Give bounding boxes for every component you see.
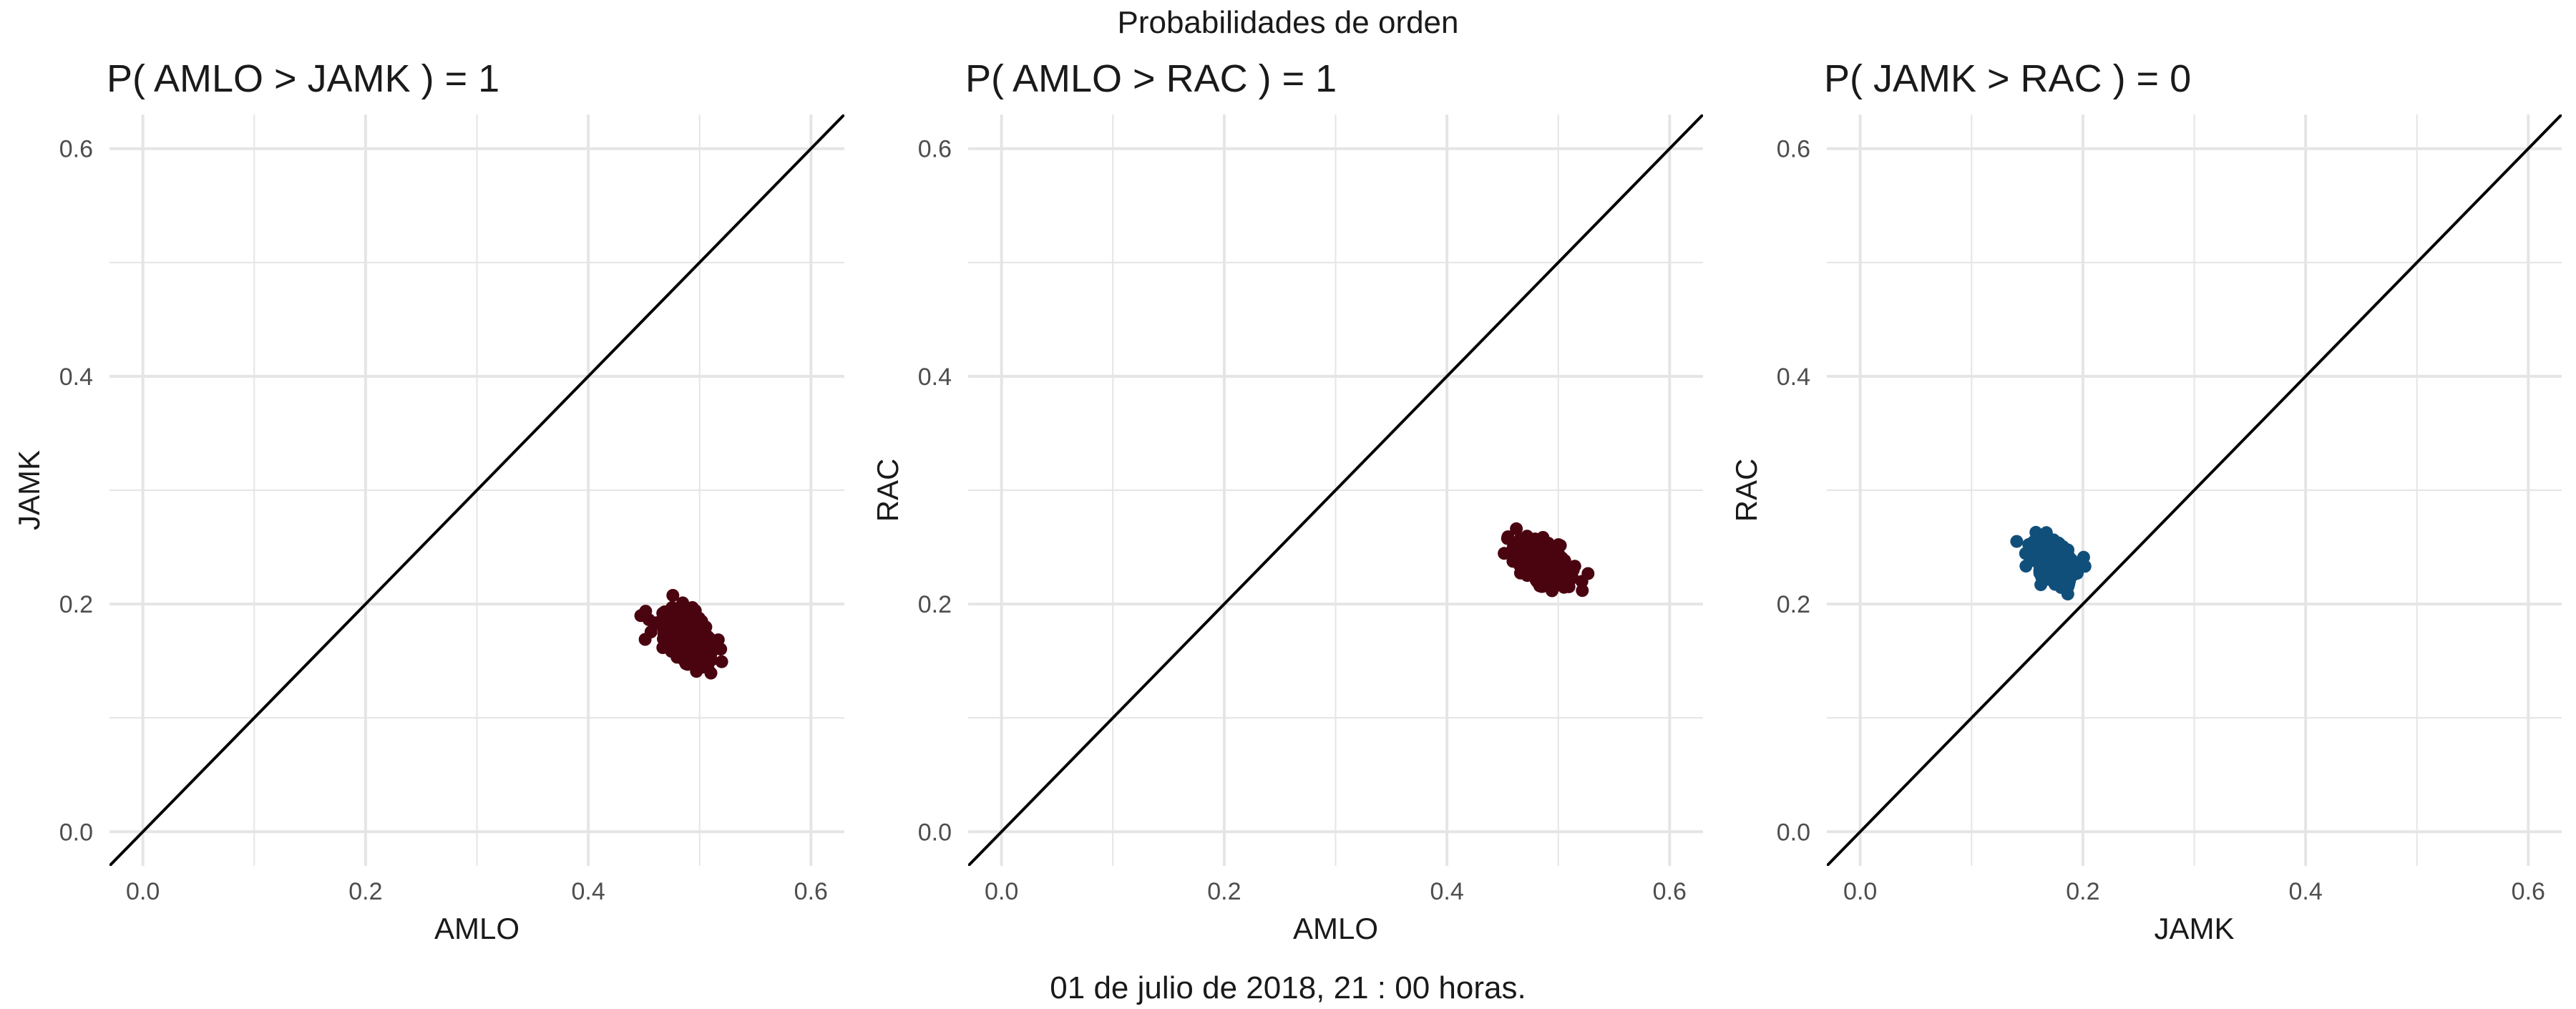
- panel-title: P( AMLO > RAC ) = 1: [965, 57, 1337, 100]
- scatter-point: [689, 646, 703, 660]
- scatter-point: [2010, 535, 2024, 548]
- scatter-point: [639, 605, 653, 618]
- panel-1: 0.0 0.2 0.4 0.6 0.0 0.2 0.4 0.6 P( AMLO > JAMK )…: [12, 57, 844, 945]
- diagonal-reference-line: [109, 114, 844, 866]
- x-tick-label: 0.6: [794, 878, 828, 905]
- scatter-point: [656, 641, 670, 654]
- scatter-point: [715, 655, 728, 668]
- scatter-point: [1553, 539, 1567, 552]
- scatter-point: [1521, 567, 1535, 580]
- scatter-point: [1543, 551, 1557, 565]
- y-tick-label: 0.4: [918, 364, 952, 391]
- panels-group: 0.0 0.2 0.4 0.6 0.0 0.2 0.4 0.6 P( AMLO > JAMK )…: [12, 57, 2562, 945]
- scatter-point: [651, 616, 665, 630]
- y-tick-label: 0.0: [1777, 819, 1810, 846]
- points-group: [634, 589, 728, 680]
- scatter-point: [1513, 545, 1526, 558]
- scatter-point: [668, 640, 681, 653]
- scatter-point: [2059, 562, 2073, 575]
- x-axis-label: JAMK: [2154, 912, 2234, 945]
- y-tick-label: 0.6: [1777, 136, 1810, 163]
- diagonal-reference-line: [968, 114, 1703, 866]
- x-axis-label: AMLO: [1293, 912, 1378, 945]
- scatter-point: [2058, 580, 2072, 593]
- scatter-point: [1510, 522, 1523, 535]
- x-tick-label: 0.2: [2066, 878, 2099, 905]
- x-tick-label: 0.2: [1207, 878, 1241, 905]
- x-tick-label: 0.4: [1430, 878, 1463, 905]
- x-tick-label: 0.0: [1843, 878, 1877, 905]
- x-tick-label: 0.2: [348, 878, 382, 905]
- y-tick-label: 0.2: [1777, 591, 1810, 618]
- x-tick-label: 0.0: [126, 878, 160, 905]
- panel-title: P( JAMK > RAC ) = 0: [1824, 57, 2191, 100]
- scatter-point: [1532, 557, 1545, 570]
- scatter-point: [676, 596, 690, 610]
- scatter-point: [675, 651, 689, 665]
- figure-caption: 01 de julio de 2018, 21 : 00 horas.: [1050, 970, 1526, 1005]
- x-tick-label: 0.4: [2288, 878, 2322, 905]
- y-axis-label: JAMK: [12, 450, 46, 530]
- scatter-point: [644, 625, 658, 638]
- y-tick-label: 0.2: [918, 591, 952, 618]
- x-axis-label: AMLO: [434, 912, 519, 945]
- scatter-point: [1562, 580, 1576, 593]
- scatter-point: [1506, 555, 1520, 568]
- scatter-point: [2037, 568, 2051, 582]
- x-tick-label: 0.6: [1653, 878, 1687, 905]
- scatter-point: [701, 636, 714, 650]
- scatter-point: [2078, 560, 2092, 573]
- panel-3: 0.0 0.2 0.4 0.6 0.0 0.2 0.4 0.6 P( JAMK > RAC ) …: [1729, 57, 2562, 945]
- points-group: [2010, 525, 2092, 601]
- y-axis-label: RAC: [1729, 459, 1763, 522]
- panel-2: 0.0 0.2 0.4 0.6 0.0 0.2 0.4 0.6 P( AMLO > RAC ) …: [871, 57, 1703, 945]
- scatter-point: [666, 589, 680, 602]
- figure-title: Probabilidades de orden: [1117, 5, 1458, 40]
- scatter-point: [677, 640, 691, 654]
- y-tick-label: 0.6: [918, 136, 952, 163]
- x-tick-label: 0.0: [985, 878, 1018, 905]
- panel-title: P( AMLO > JAMK ) = 1: [107, 57, 499, 100]
- x-tick-label: 0.4: [571, 878, 605, 905]
- points-group: [1498, 522, 1595, 598]
- scatter-point: [1501, 532, 1514, 545]
- diagonal-reference-line: [1827, 114, 2562, 866]
- scatter-point: [2049, 552, 2062, 565]
- y-tick-label: 0.4: [59, 364, 93, 391]
- x-tick-label: 0.6: [2512, 878, 2545, 905]
- scatter-point: [682, 613, 696, 626]
- scatter-point: [2019, 547, 2032, 560]
- scatter-point: [663, 606, 677, 620]
- scatter-point: [1581, 567, 1595, 580]
- y-axis-label: RAC: [871, 459, 904, 522]
- scatter-point: [1543, 575, 1557, 588]
- scatter-point: [701, 660, 715, 673]
- scatter-point: [695, 627, 708, 640]
- scatter-point: [2035, 546, 2049, 559]
- y-tick-label: 0.0: [59, 819, 93, 846]
- y-tick-label: 0.2: [59, 591, 93, 618]
- scatter-point: [700, 648, 713, 662]
- scatter-point: [673, 624, 687, 638]
- y-tick-label: 0.6: [59, 136, 93, 163]
- scatter-point: [1576, 584, 1589, 598]
- scatter-point: [1558, 565, 1571, 579]
- scatter-point: [1521, 537, 1534, 550]
- y-tick-label: 0.4: [1777, 364, 1810, 391]
- y-tick-label: 0.0: [918, 819, 952, 846]
